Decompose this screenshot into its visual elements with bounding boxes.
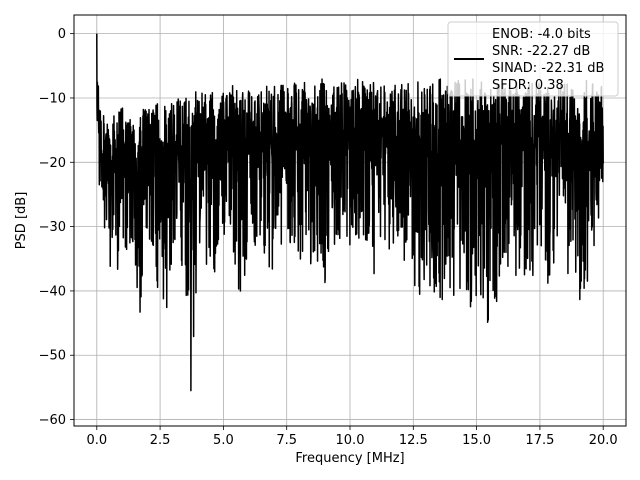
x-tick-label: 17.5 xyxy=(525,433,554,448)
x-tick-label: 5.0 xyxy=(213,433,234,448)
x-tick-label: 15.0 xyxy=(462,433,491,448)
y-tick-label: −20 xyxy=(39,156,66,171)
legend-box xyxy=(447,21,619,97)
y-tick-label: 0 xyxy=(58,27,66,42)
y-tick-label: −40 xyxy=(39,284,66,299)
legend-entry-snr: SNR: -22.27 dB xyxy=(492,44,590,59)
x-axis: 0.0 2.5 5.0 7.5 10.0 12.5 15.0 17.5 20.0 xyxy=(86,426,618,448)
legend-entry-sfdr: SFDR: 0.38 xyxy=(492,78,564,93)
x-tick-label: 20.0 xyxy=(589,433,618,448)
y-tick-label: −10 xyxy=(39,91,66,106)
y-tick-label: −60 xyxy=(39,413,66,428)
legend-entry-enob: ENOB: -4.0 bits xyxy=(492,27,591,42)
legend: ENOB: -4.0 bits SNR: -22.27 dB SINAD: -2… xyxy=(447,21,619,97)
y-tick-label: −30 xyxy=(39,220,66,235)
x-tick-label: 12.5 xyxy=(399,433,428,448)
x-tick-label: 2.5 xyxy=(150,433,171,448)
x-tick-label: 0.0 xyxy=(86,433,107,448)
trace-layer xyxy=(96,33,604,392)
y-axis: 0 −10 −20 −30 −40 −50 −60 xyxy=(39,27,74,428)
y-tick-label: −50 xyxy=(39,349,66,364)
y-axis-label: PSD [dB] xyxy=(14,192,29,250)
legend-entry-sinad: SINAD: -22.31 dB xyxy=(492,61,604,76)
x-tick-label: 7.5 xyxy=(276,433,297,448)
x-tick-label: 10.0 xyxy=(336,433,365,448)
psd-series-line xyxy=(96,33,604,392)
x-axis-label: Frequency [MHz] xyxy=(295,451,404,466)
